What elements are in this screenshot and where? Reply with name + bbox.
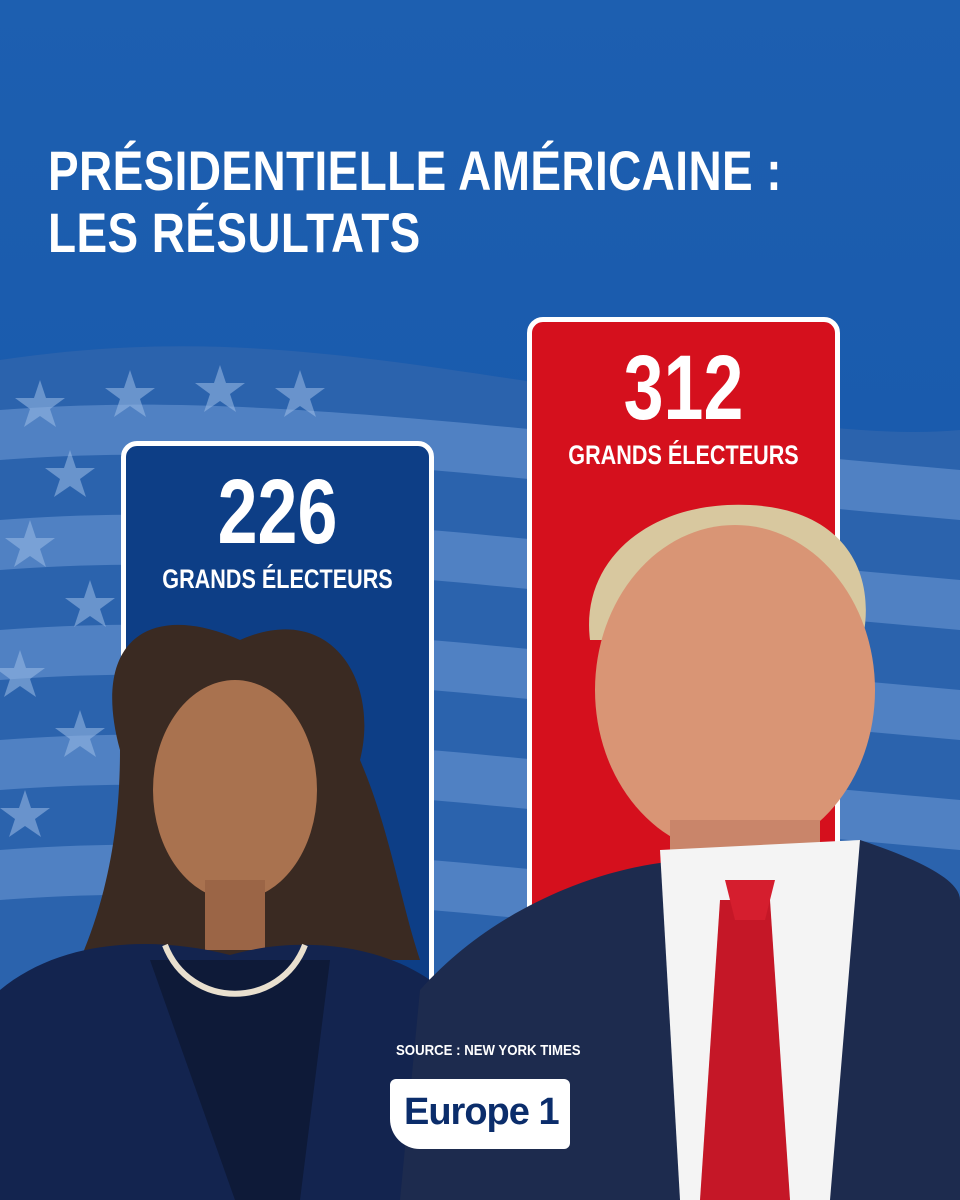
europe1-logo: Europe 1 (390, 1079, 570, 1149)
bar-unit-label: GRANDS ÉLECTEURS (568, 440, 799, 470)
title-line-2: LES RÉSULTATS (48, 201, 421, 264)
title-line-1: PRÉSIDENTIELLE AMÉRICAINE : (48, 139, 782, 202)
page-title: PRÉSIDENTIELLE AMÉRICAINE : LES RÉSULTAT… (48, 140, 782, 264)
bar-harris: 226 GRANDS ÉLECTEURS (121, 441, 434, 1200)
bar-unit-label: GRANDS ÉLECTEURS (162, 564, 393, 594)
bar-trump: 312 GRANDS ÉLECTEURS (527, 317, 840, 1200)
bar-value-label: 312 (623, 337, 744, 439)
source-note: SOURCE : NEW YORK TIMES (396, 1042, 581, 1059)
bar-value-label: 226 (217, 461, 338, 563)
logo-text: Europe 1 (404, 1091, 560, 1133)
